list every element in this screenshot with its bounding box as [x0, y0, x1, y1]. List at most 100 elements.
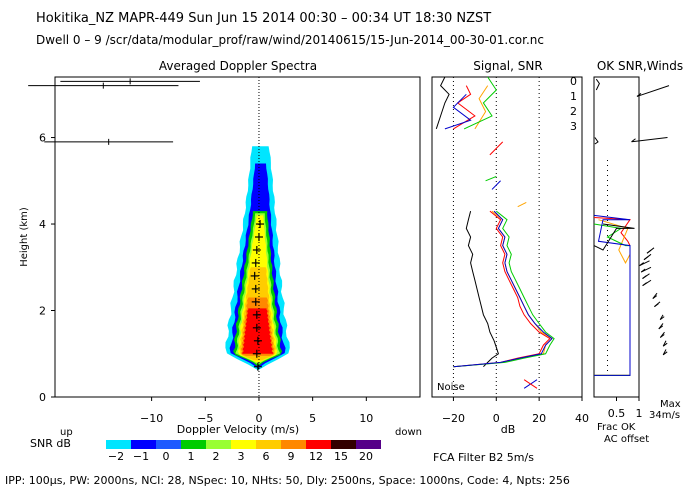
spectra-x-tick-label-4: 10 [359, 412, 373, 425]
colorbar-tick-6: 6 [263, 450, 270, 463]
wind-barb-0 [636, 85, 670, 97]
snr-legend-2: 2 [570, 105, 577, 118]
wind-barb-head-8 [652, 295, 658, 300]
header-title: Hokitika_NZ MAPR-449 Sun Jun 15 2014 00:… [36, 11, 491, 26]
snr-fragment-0 [489, 141, 504, 156]
snr-frame [431, 76, 583, 398]
colorbar-swatch-0 [106, 440, 131, 449]
snr-x-axis-label: dB [501, 423, 516, 436]
wind-barb-head-6 [642, 275, 647, 279]
wind-barb-head-9 [654, 303, 659, 308]
snr-x-tick-label-2: 20 [532, 412, 546, 425]
colorbar-swatch-6 [256, 440, 281, 449]
snr-panel: Signal, SNR −20 0 20 40 Noise dB 0 1 2 3 [431, 59, 589, 436]
colorbar-tick-2: 0 [163, 450, 170, 463]
winds-frame [593, 76, 640, 398]
wind-barb-head-4 [639, 262, 645, 266]
spectra-heatmap [225, 146, 290, 371]
snr-fragment-1 [485, 175, 497, 182]
spectra-y-tick-label-3: 6 [39, 132, 46, 145]
snr-trace-signal [465, 210, 499, 368]
wind-barb-head-5 [640, 268, 646, 273]
snr-upper-trace-1 [474, 85, 489, 130]
winds-panel: OK SNR,Winds 0.5 1 Frac OK AC offset Max … [593, 59, 683, 445]
wind-barb-head-2 [646, 249, 652, 254]
noise-label: Noise [437, 382, 465, 393]
header-file-path: Dwell 0 – 9 /scr/data/modular_prof/raw/w… [36, 33, 544, 47]
ok-x-tick-label-0: 0.5 [608, 407, 626, 420]
snr-traces [435, 76, 555, 389]
spectra-x-tick-label-1: −5 [197, 412, 213, 425]
snr-fragment-3 [491, 180, 501, 190]
snr-legend: 0 1 2 3 [570, 75, 577, 133]
ok-trace-black [593, 223, 635, 251]
ok-trace-2 [593, 223, 631, 376]
ok-upper-fragment-b [594, 137, 599, 145]
colorbar-swatch-3 [181, 440, 206, 449]
colorbar-tick-1: −1 [133, 450, 149, 463]
colorbar-tick-4: 2 [213, 450, 220, 463]
colorbar-swatch-7 [281, 440, 306, 449]
snr-gridlines [452, 77, 540, 397]
colorbar-swatch-4 [206, 440, 231, 449]
snr-x-tick-label-1: 0 [493, 412, 500, 425]
spectra-x-tick-label-2: 0 [255, 412, 262, 425]
colorbar-tick-3: 1 [188, 450, 195, 463]
wind-barb-1 [631, 137, 668, 143]
snr-upper-trace-3 [444, 93, 472, 130]
snr-upper-trace-signal [435, 76, 450, 130]
spectra-title: Averaged Doppler Spectra [159, 59, 317, 73]
wind-barb-head-12 [659, 334, 665, 338]
colorbar-swatch-8 [306, 440, 331, 449]
wind-barb-head-11 [658, 325, 664, 330]
spectra-axes: −10 −5 0 5 10 0 2 4 6 [39, 132, 373, 425]
max-label: Max [660, 399, 681, 410]
snr-trace-2 [453, 210, 555, 368]
down-label: down [395, 427, 422, 438]
snr-legend-0: 0 [570, 75, 577, 88]
spectra-frame [54, 76, 421, 398]
colorbar-tick-9: 15 [334, 450, 348, 463]
snr-axes: −20 0 20 40 [442, 397, 589, 425]
colorbar-tick-0: −2 [108, 450, 124, 463]
max-value: 34m/s [649, 410, 680, 421]
winds-axes: 0.5 1 [608, 397, 643, 420]
filter-label: FCA Filter B2 5m/s [433, 451, 534, 464]
wind-barb-head-7 [642, 282, 647, 287]
colorbar-tick-10: 20 [359, 450, 373, 463]
ac-offset-label: AC offset [604, 434, 649, 445]
colorbar-swatch-1 [131, 440, 156, 449]
wind-barb-head-14 [662, 351, 668, 356]
colorbar-swatch-9 [331, 440, 356, 449]
wind-barb-head-0 [636, 93, 642, 97]
spectra-overlay [28, 77, 265, 397]
ok-trace-3 [593, 214, 631, 376]
colorbar-label: SNR dB [30, 437, 71, 450]
spectra-y-tick-label-0: 0 [39, 391, 46, 404]
snr-contour-level-7 [242, 308, 274, 354]
snr-colorbar: SNR dB −2 −1 0 1 2 3 6 9 12 15 20 [30, 437, 381, 463]
up-label: up [60, 427, 73, 438]
wind-barb-head-10 [659, 316, 665, 321]
wind-barbs [631, 85, 670, 356]
snr-legend-1: 1 [570, 90, 577, 103]
ok-upper-fragment-a [595, 78, 600, 91]
spectra-y-tick-label-2: 4 [39, 218, 46, 231]
snr-upper-trace-2 [463, 76, 497, 130]
colorbar-swatch-2 [156, 440, 181, 449]
frac-ok-label: Frac OK [597, 422, 636, 433]
wind-barb-head-1 [631, 138, 636, 143]
colorbar-swatch-5 [231, 440, 256, 449]
ok-x-tick-label-1: 1 [636, 407, 643, 420]
snr-fragment-2 [517, 201, 527, 208]
spectra-x-axis-label: Doppler Velocity (m/s) [177, 423, 299, 436]
wind-barb-head-13 [662, 342, 668, 347]
winds-traces [593, 78, 635, 376]
spectra-x-tick-label-0: −10 [140, 412, 163, 425]
spectra-y-tick-label-1: 2 [39, 305, 46, 318]
winds-title: OK SNR,Winds [597, 59, 683, 73]
wind-barb-head-3 [643, 256, 649, 261]
snr-title: Signal, SNR [473, 59, 542, 73]
colorbar-tick-8: 12 [309, 450, 323, 463]
